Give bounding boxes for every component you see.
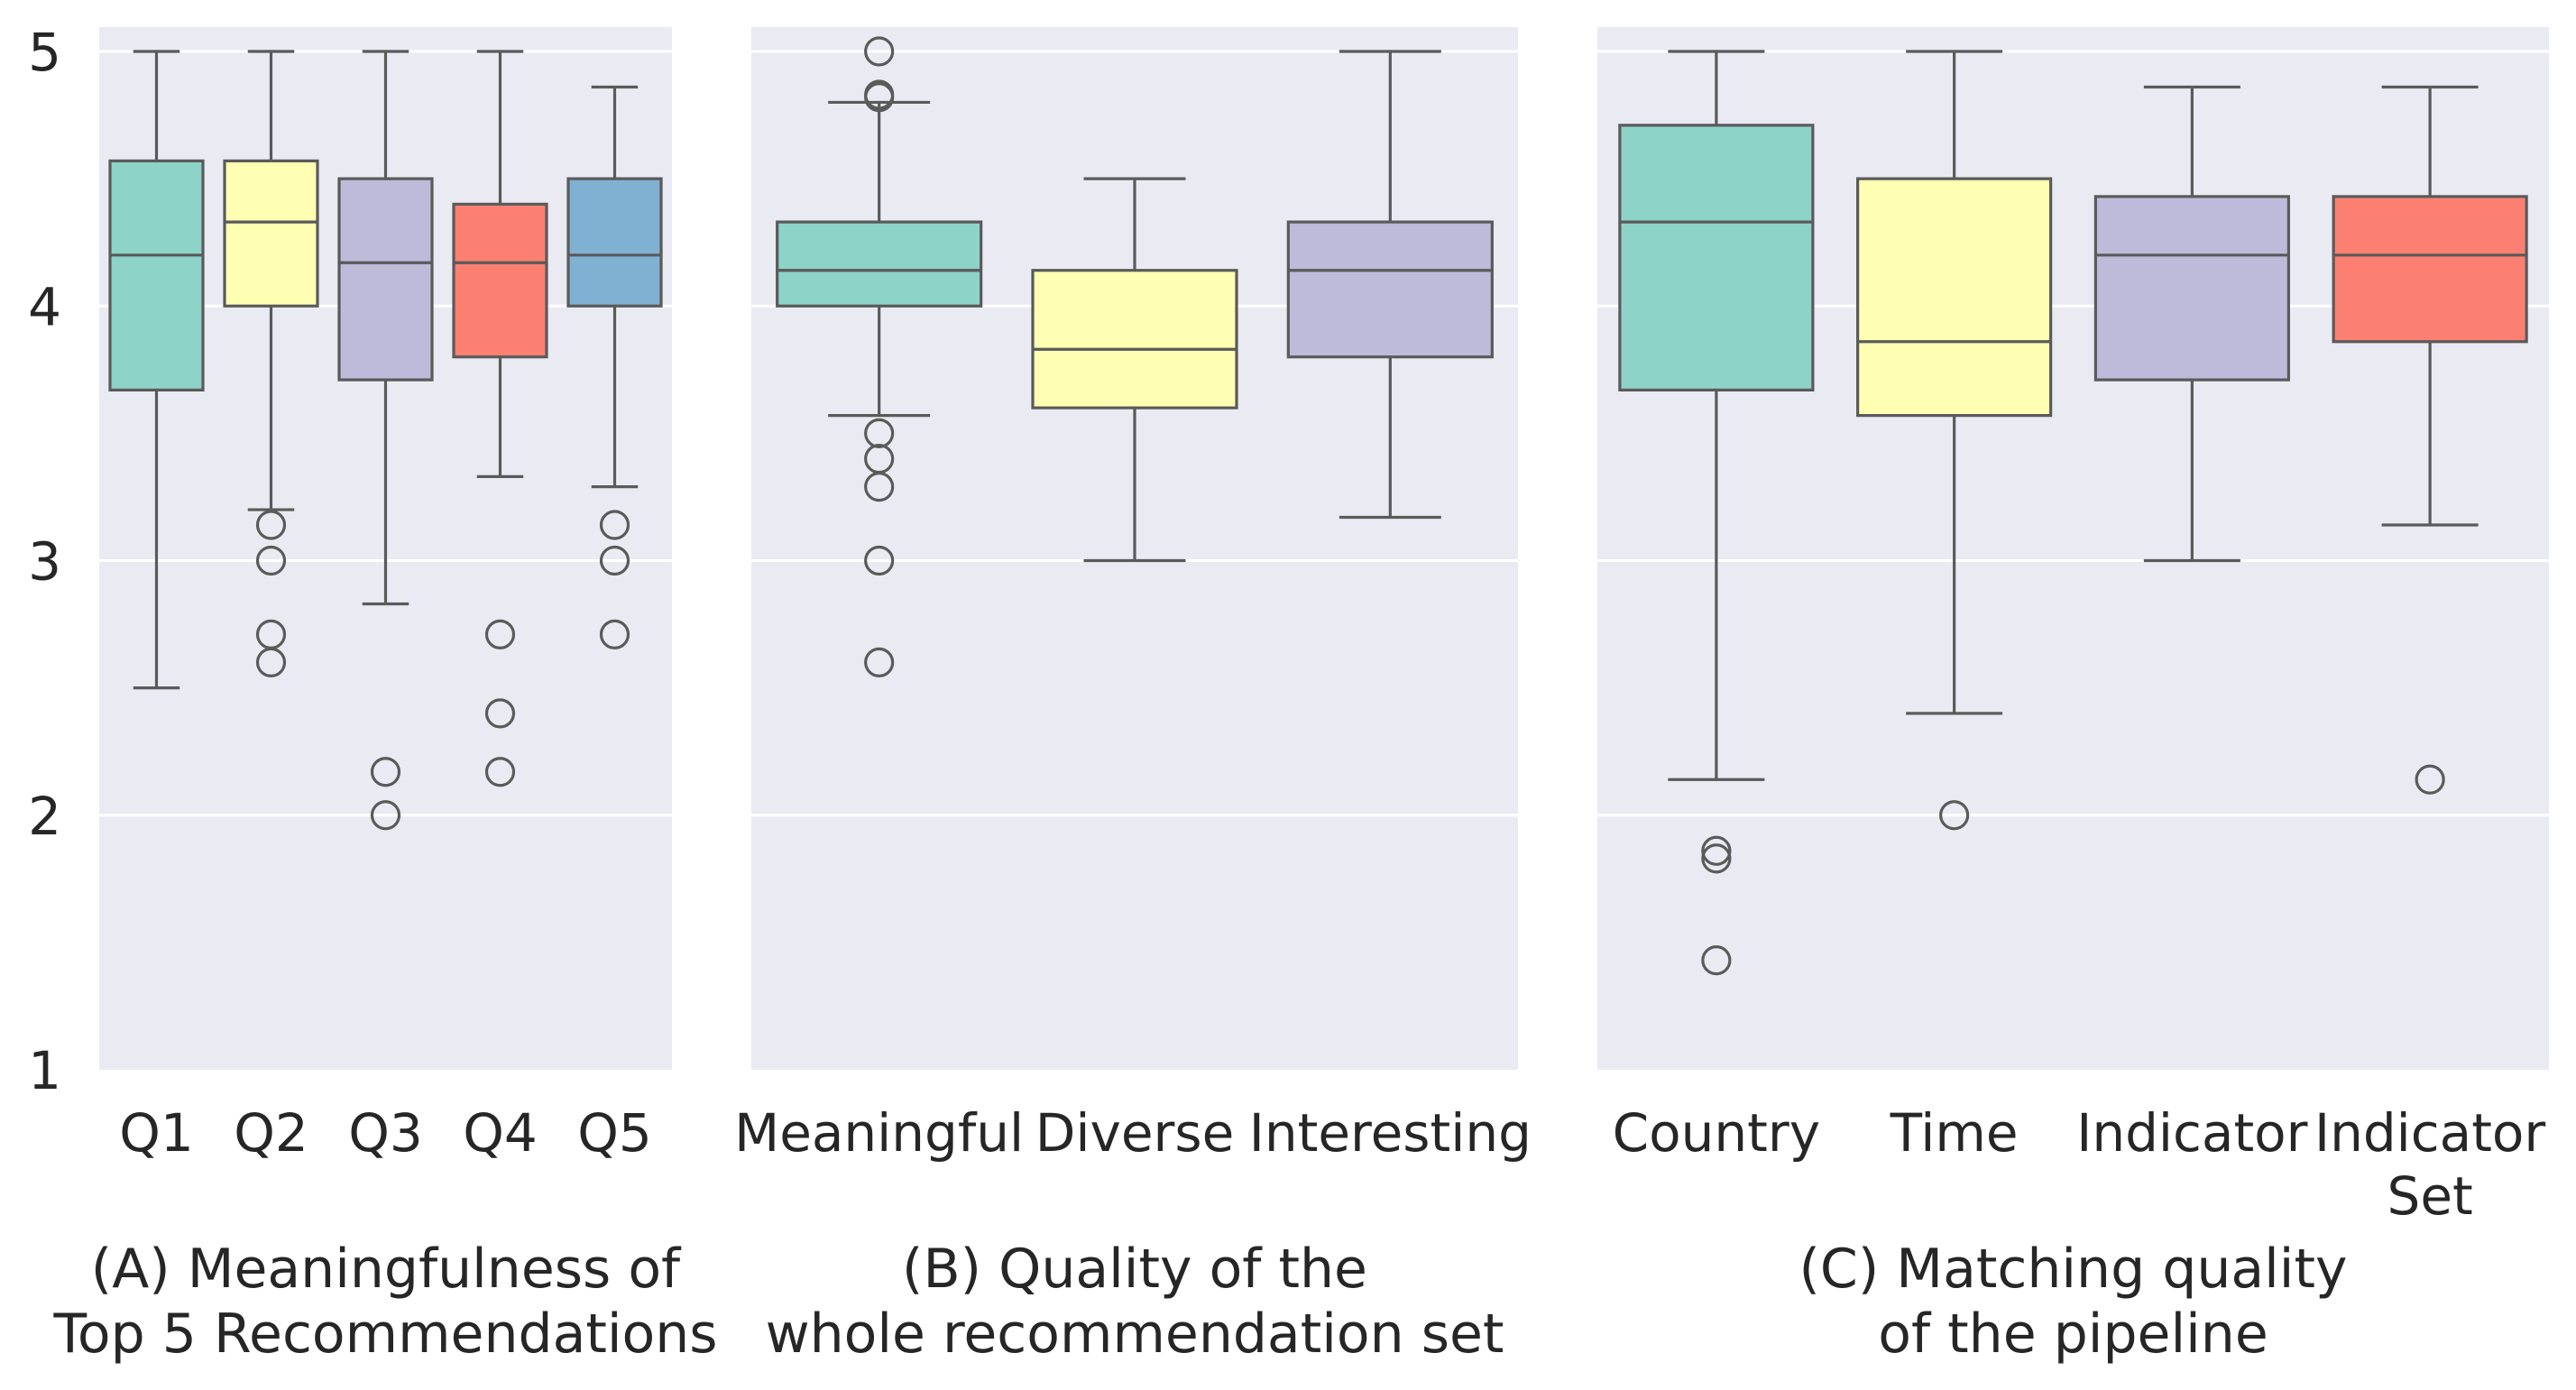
y-tick-label: 1 [28, 1040, 61, 1101]
box-iqr [2332, 195, 2528, 344]
panel-caption: Top 5 Recommendations [52, 1303, 717, 1366]
y-tick-label: 2 [28, 786, 61, 847]
outlier-point [1701, 945, 1732, 976]
box-1-1 [108, 50, 205, 690]
x-tick-label: Q1 [119, 1102, 194, 1164]
box-iqr [1031, 269, 1238, 410]
box-2-1 [776, 36, 983, 678]
outlier-point [370, 800, 401, 831]
x-tick-label: Diverse [1035, 1102, 1235, 1164]
outlier-point [599, 545, 630, 576]
panel-caption: of the pipeline [1878, 1303, 2268, 1366]
outlier-point [1701, 843, 1732, 874]
outlier-point [599, 510, 630, 540]
x-tick-label: Q2 [234, 1102, 308, 1164]
box-iqr [108, 159, 205, 391]
outlier-point [255, 510, 287, 540]
outlier-point [484, 757, 516, 787]
outlier-point [864, 36, 895, 67]
x-tick-label: Q5 [577, 1102, 652, 1164]
outlier-point [864, 418, 895, 448]
x-tick-label: Time [1890, 1102, 2019, 1164]
x-tick-label: Meaningful [734, 1102, 1024, 1164]
box-3-1 [1618, 50, 1815, 976]
outlier-point [864, 545, 895, 576]
y-tick-label: 5 [28, 22, 61, 83]
box-1-2 [223, 50, 319, 678]
x-tick-label: Indicator [2076, 1102, 2307, 1164]
box-3-2 [1856, 50, 2053, 831]
panel-caption: (A) Meaningfulness of [91, 1238, 682, 1301]
outlier-point [484, 619, 516, 649]
box-iqr [566, 177, 663, 308]
x-tick-label: Interesting [1249, 1102, 1532, 1164]
panel-caption: (C) Matching quality [1799, 1238, 2348, 1301]
box-3-4 [2332, 85, 2528, 795]
panel-caption: (B) Quality of the [902, 1238, 1367, 1301]
panel-caption: whole recommendation set [766, 1303, 1504, 1366]
panel-2: Meaningful Diverse Interesting (B) Quality … [734, 27, 1532, 1366]
box-1-3 [337, 50, 434, 831]
x-tick-label: Q3 [348, 1102, 423, 1164]
box-iqr [2093, 195, 2290, 382]
outlier-point [255, 647, 287, 678]
y-tick-label: 3 [28, 531, 61, 593]
outlier-point [1939, 800, 1970, 831]
box-3-3 [2093, 85, 2290, 563]
outlier-point [370, 757, 401, 787]
box-iqr [337, 177, 434, 382]
box-iqr [223, 159, 319, 308]
outlier-point [864, 472, 895, 502]
box-iqr [452, 202, 548, 359]
x-tick-label: Q4 [463, 1102, 538, 1164]
x-tick-label: Country [1613, 1102, 1820, 1164]
box-1-5 [566, 85, 663, 649]
x-tick-label: Indicator [2314, 1102, 2545, 1164]
x-tick-label: Set [2387, 1165, 2473, 1227]
box-2-3 [1286, 50, 1494, 520]
y-tick-label: 4 [28, 276, 61, 337]
outlier-point [484, 698, 516, 729]
outlier-point [864, 82, 895, 113]
outlier-point [1701, 835, 1732, 866]
outlier-point [864, 647, 895, 678]
box-iqr [1286, 220, 1494, 359]
box-iqr [1618, 124, 1815, 391]
outlier-point [255, 545, 287, 576]
outlier-point [2415, 764, 2445, 795]
box-iqr [1856, 177, 2053, 418]
box-1-4 [452, 50, 548, 787]
box-2-2 [1031, 177, 1238, 563]
outlier-point [599, 619, 630, 649]
box-iqr [776, 220, 983, 308]
